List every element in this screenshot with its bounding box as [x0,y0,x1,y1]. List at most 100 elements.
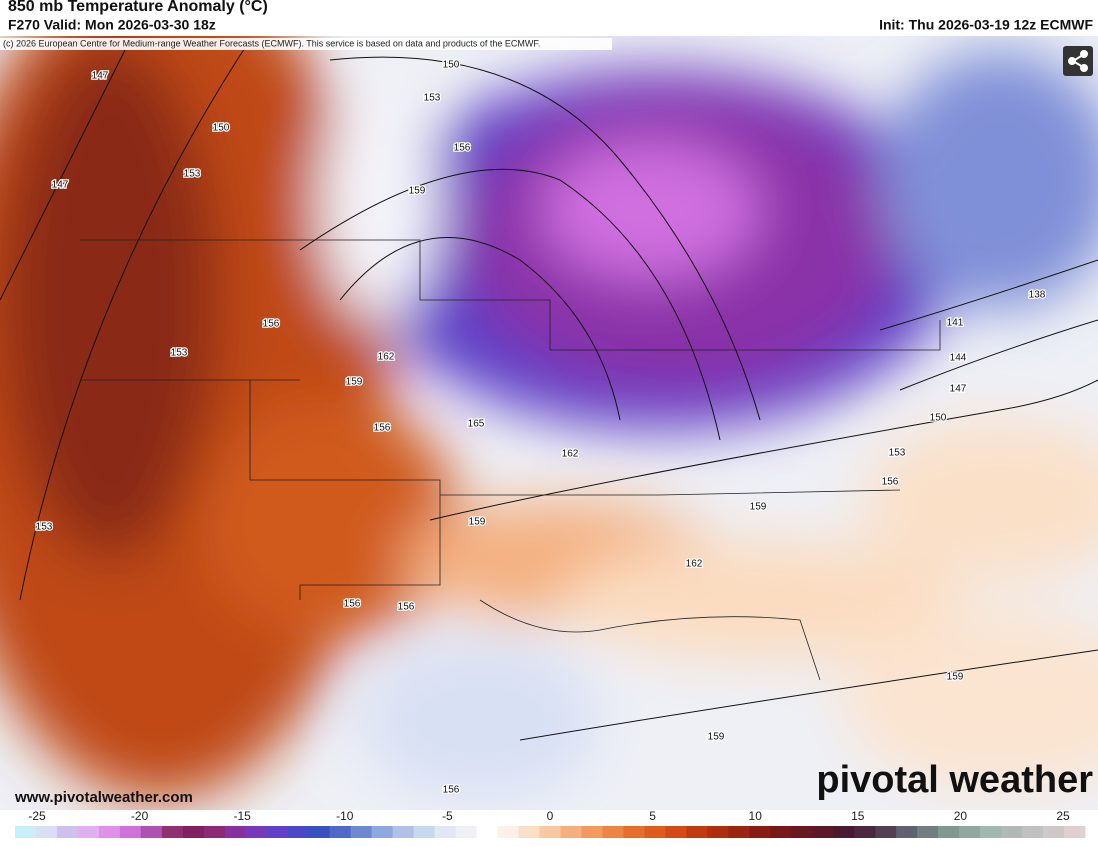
contour-label: 153 [424,93,441,104]
contour-label: 141 [947,318,964,329]
colorbar-swatch [644,826,666,838]
border-line [80,239,941,351]
colorbar-swatch [1043,826,1065,838]
colorbar-swatch [938,826,960,838]
colorbar-swatch [1022,826,1044,838]
colorbar-swatch [959,826,981,838]
colorbar-swatch [392,826,415,838]
contour-line [329,56,761,421]
contour-line [899,319,1098,391]
contour-label: 150 [930,413,947,424]
colorbar-swatch [182,826,205,838]
border-line [440,489,901,496]
share-icon [1068,50,1088,72]
colorbar-tick-label: -25 [28,809,46,823]
contour-label: 153 [889,448,906,459]
colorbar-swatch [980,826,1002,838]
colorbar-swatch [812,826,834,838]
contour-label: 150 [443,60,460,71]
colorbar-swatch [287,826,310,838]
contour-line [339,237,621,421]
colorbar-swatch [518,826,541,838]
colorbar-swatch [581,826,603,838]
contour-labels: 147 150 147 153 150 153 156 159 156 153 162 159 156 1… [34,58,1047,797]
contour-label: 159 [750,502,767,513]
contour-label: 150 [213,123,230,134]
colorbar-tick-label: 15 [851,809,865,823]
contour-line [0,39,131,301]
colorbar-swatch [413,826,436,838]
contour-line [429,379,1098,521]
colorbar-swatch [203,826,226,838]
colorbar-swatch [329,826,352,838]
init-time: Init: Thu 2026-03-19 12z ECMWF [879,17,1093,33]
contour-label: 138 [1029,290,1046,301]
colorbar-swatch [98,826,121,838]
height-contours [0,39,1098,741]
colorbar-swatch [15,826,37,838]
colorbar-swatch [476,826,499,838]
anomaly-field [0,36,1098,800]
valid-time: F270 Valid: Mon 2026-03-30 18z [8,17,216,33]
coastline [479,599,821,681]
contour-label: 162 [562,449,579,460]
contour-label: 165 [468,419,485,430]
colorbar-swatch [539,826,561,838]
contour-label: 156 [344,599,361,610]
colorbar-swatch [308,826,331,838]
colorbar-swatch [224,826,247,838]
contour-label: 153 [36,522,53,533]
contour-line [879,259,1098,331]
contour-label: 144 [950,353,967,364]
colorbar-tick-label: -20 [131,809,149,823]
share-button[interactable] [1063,46,1093,76]
colorbar-swatch [917,826,939,838]
colorbar-tick-label: -5 [442,809,453,823]
colorbar-swatch [245,826,268,838]
colorbar-swatch [665,826,687,838]
colorbar-swatch [140,826,163,838]
title: 850 mb Temperature Anomaly (°C) [8,0,268,15]
colorbar-swatch [707,826,729,838]
contour-label: 153 [171,348,188,359]
colorbar: -25 -20 -15 -10 -5 0 5 10 15 20 25 [0,809,1098,842]
colorbar-tick-label: 5 [649,809,656,823]
colorbar-swatch [1001,826,1023,838]
colorbar-swatch [119,826,142,838]
contour-label: 156 [443,785,460,796]
contour-label: 156 [882,477,899,488]
colorbar-swatch [455,826,478,838]
colorbar-swatch [497,826,520,838]
colorbar-swatch [371,826,394,838]
contour-label: 156 [263,319,280,330]
contour-label: 162 [686,559,703,570]
colorbar-swatch [728,826,750,838]
contour-line [299,168,721,441]
contour-line [519,649,1098,741]
colorbar-swatch [749,826,771,838]
colorbar-swatch [791,826,813,838]
colorbar-swatch [686,826,708,838]
colorbar-swatch [77,826,100,838]
contour-label: 147 [52,180,69,191]
colorbar-swatch [266,826,289,838]
colorbar-swatch [770,826,792,838]
contour-label: 147 [950,384,967,395]
contour-label: 162 [378,352,395,363]
colorbar-swatch [1064,826,1086,838]
contour-label: 156 [374,423,391,434]
colorbar-swatch [560,826,582,838]
colorbar-swatch [434,826,457,838]
contour-label: 156 [398,602,415,613]
copyright-bg [0,38,612,50]
colorbar-tick-label: 0 [547,809,554,823]
logo: pivotal weather [816,759,1093,801]
colorbar-swatch [854,826,876,838]
border-line [80,379,441,600]
contour-label: 147 [92,71,109,82]
contour-label: 159 [346,377,363,388]
colorbar-swatch [56,826,79,838]
colorbar-swatch [161,826,184,838]
contour-label: 159 [409,186,426,197]
